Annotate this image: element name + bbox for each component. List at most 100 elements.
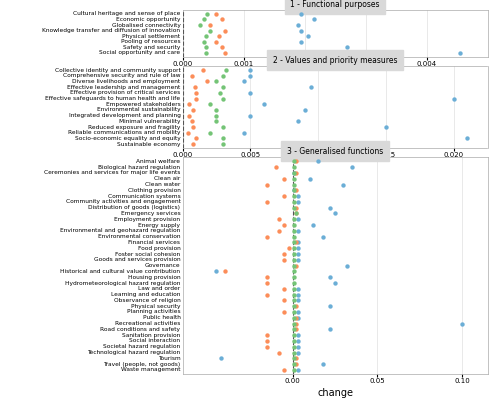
- Point: [306, 176, 314, 182]
- Point: [319, 234, 327, 240]
- Point: [298, 38, 306, 45]
- Point: [280, 286, 288, 292]
- Point: [290, 280, 298, 286]
- Point: [212, 268, 220, 275]
- Point: [206, 28, 214, 34]
- Point: [290, 164, 298, 170]
- Point: [314, 158, 322, 164]
- Point: [382, 124, 390, 130]
- Point: [200, 16, 208, 23]
- Title: 1 - Functional purposes: 1 - Functional purposes: [290, 0, 380, 8]
- Point: [294, 216, 302, 222]
- Point: [219, 141, 227, 147]
- Point: [202, 44, 209, 50]
- Point: [290, 355, 298, 362]
- Point: [294, 314, 302, 321]
- Point: [246, 72, 254, 79]
- Point: [290, 367, 298, 373]
- Point: [450, 95, 458, 102]
- Point: [219, 135, 227, 142]
- Point: [285, 245, 293, 252]
- Point: [290, 234, 298, 240]
- Point: [263, 292, 271, 298]
- Point: [300, 107, 308, 113]
- Point: [294, 257, 302, 263]
- Point: [290, 245, 298, 252]
- Point: [280, 176, 288, 182]
- Point: [263, 332, 271, 338]
- Point: [340, 181, 347, 188]
- Point: [298, 28, 306, 34]
- Point: [196, 22, 203, 28]
- Point: [292, 210, 300, 217]
- Point: [263, 199, 271, 205]
- Point: [292, 239, 300, 246]
- Point: [292, 320, 300, 327]
- Point: [263, 338, 271, 344]
- Point: [190, 107, 198, 113]
- Point: [463, 135, 471, 142]
- Point: [292, 303, 300, 310]
- Point: [294, 292, 302, 298]
- Point: [263, 234, 271, 240]
- Point: [212, 11, 220, 17]
- Point: [290, 257, 298, 263]
- Point: [308, 141, 316, 147]
- Point: [190, 124, 198, 130]
- Point: [263, 344, 271, 350]
- Point: [222, 67, 230, 73]
- Point: [186, 101, 194, 108]
- Point: [348, 164, 356, 170]
- Title: 3 - Generalised functions: 3 - Generalised functions: [287, 147, 383, 156]
- Point: [206, 101, 214, 108]
- Point: [343, 44, 351, 50]
- Point: [326, 326, 334, 332]
- Point: [290, 332, 298, 338]
- Point: [275, 228, 283, 234]
- Point: [308, 84, 316, 90]
- Point: [246, 67, 254, 73]
- Point: [294, 332, 302, 338]
- Point: [290, 297, 298, 304]
- Point: [290, 326, 298, 332]
- Point: [218, 44, 226, 50]
- Point: [206, 22, 214, 28]
- Point: [294, 239, 302, 246]
- Point: [215, 33, 223, 40]
- Point: [290, 228, 298, 234]
- Point: [188, 72, 196, 79]
- Point: [309, 222, 317, 228]
- Point: [292, 314, 300, 321]
- Point: [200, 38, 208, 45]
- Point: [280, 193, 288, 199]
- Point: [343, 262, 351, 269]
- Point: [221, 50, 229, 56]
- Point: [294, 286, 302, 292]
- Point: [294, 199, 302, 205]
- Point: [246, 90, 254, 96]
- Point: [290, 199, 298, 205]
- Point: [290, 181, 298, 188]
- Point: [294, 251, 302, 257]
- Point: [294, 344, 302, 350]
- Point: [326, 303, 334, 310]
- Point: [292, 210, 300, 217]
- Point: [290, 292, 298, 298]
- Point: [260, 101, 268, 108]
- Point: [280, 222, 288, 228]
- Point: [290, 320, 298, 327]
- Point: [294, 228, 302, 234]
- Point: [290, 349, 298, 356]
- Point: [263, 181, 271, 188]
- Point: [458, 320, 466, 327]
- Point: [292, 170, 300, 176]
- Point: [280, 367, 288, 373]
- Point: [219, 95, 227, 102]
- Point: [240, 78, 248, 85]
- Point: [290, 187, 298, 194]
- Point: [192, 95, 200, 102]
- Point: [290, 303, 298, 310]
- Point: [310, 16, 318, 23]
- Point: [280, 257, 288, 263]
- Point: [216, 90, 224, 96]
